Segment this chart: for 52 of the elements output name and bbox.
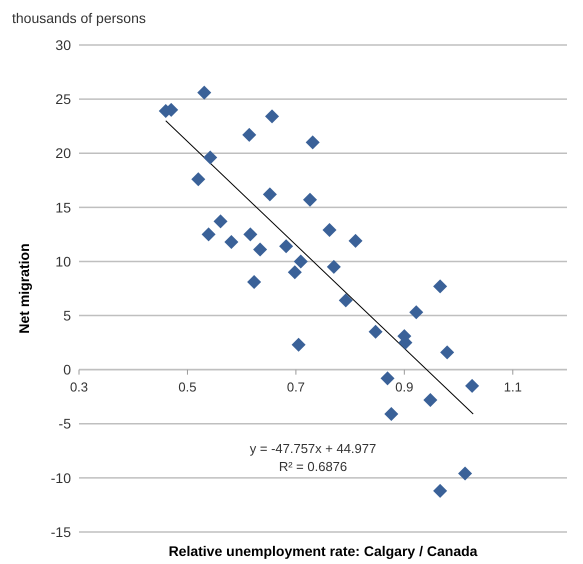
point <box>423 392 438 407</box>
point <box>348 234 363 248</box>
y-axis-title: Net migration <box>16 243 32 334</box>
point <box>440 345 454 360</box>
point <box>191 172 206 186</box>
annotation: R² = 0.6876 <box>278 458 348 476</box>
point <box>433 484 448 498</box>
point <box>265 109 280 124</box>
point <box>243 227 258 242</box>
y-tick-label: 5 <box>63 308 72 324</box>
y-tick-label: 10 <box>55 253 72 270</box>
point <box>384 407 398 422</box>
point <box>326 260 341 274</box>
point <box>279 239 294 254</box>
point <box>197 86 212 100</box>
point <box>368 324 383 339</box>
x-tick-label: 0.9 <box>395 380 414 395</box>
point <box>203 150 218 165</box>
point <box>214 214 228 228</box>
y-tick-label: 0 <box>63 362 72 378</box>
point <box>292 338 306 352</box>
point <box>294 254 308 268</box>
point <box>253 242 268 257</box>
point <box>288 265 302 280</box>
point <box>306 135 320 150</box>
point <box>338 293 353 308</box>
point <box>465 378 480 393</box>
y-tick-label: -15 <box>50 524 72 540</box>
point <box>380 371 395 386</box>
y-tick-label: 30 <box>55 36 72 53</box>
x-axis-title: Relative unemployment rate: Calgary / Canada <box>168 543 478 559</box>
point <box>242 128 256 142</box>
text: thousands of persons <box>12 10 146 26</box>
point <box>433 279 448 294</box>
x-tick-label: 0.3 <box>70 380 88 395</box>
y-tick-label: -5 <box>58 416 72 432</box>
point <box>458 466 472 481</box>
point <box>247 275 262 290</box>
annotation: y = -47.757x + 44.977 <box>248 440 378 458</box>
point <box>409 305 424 320</box>
point <box>224 234 238 249</box>
x-tick-label: 1.1 <box>504 380 522 395</box>
x-tick-label: 0.7 <box>286 380 305 395</box>
point <box>322 223 337 238</box>
y-tick-label: 25 <box>55 91 72 108</box>
y-tick-label: 20 <box>55 145 72 162</box>
point <box>302 192 317 207</box>
x-tick-label: 0.5 <box>178 380 196 395</box>
y-tick-label: 15 <box>55 199 72 216</box>
point <box>202 227 216 242</box>
y-tick-label: -10 <box>50 470 72 486</box>
point <box>262 187 277 202</box>
